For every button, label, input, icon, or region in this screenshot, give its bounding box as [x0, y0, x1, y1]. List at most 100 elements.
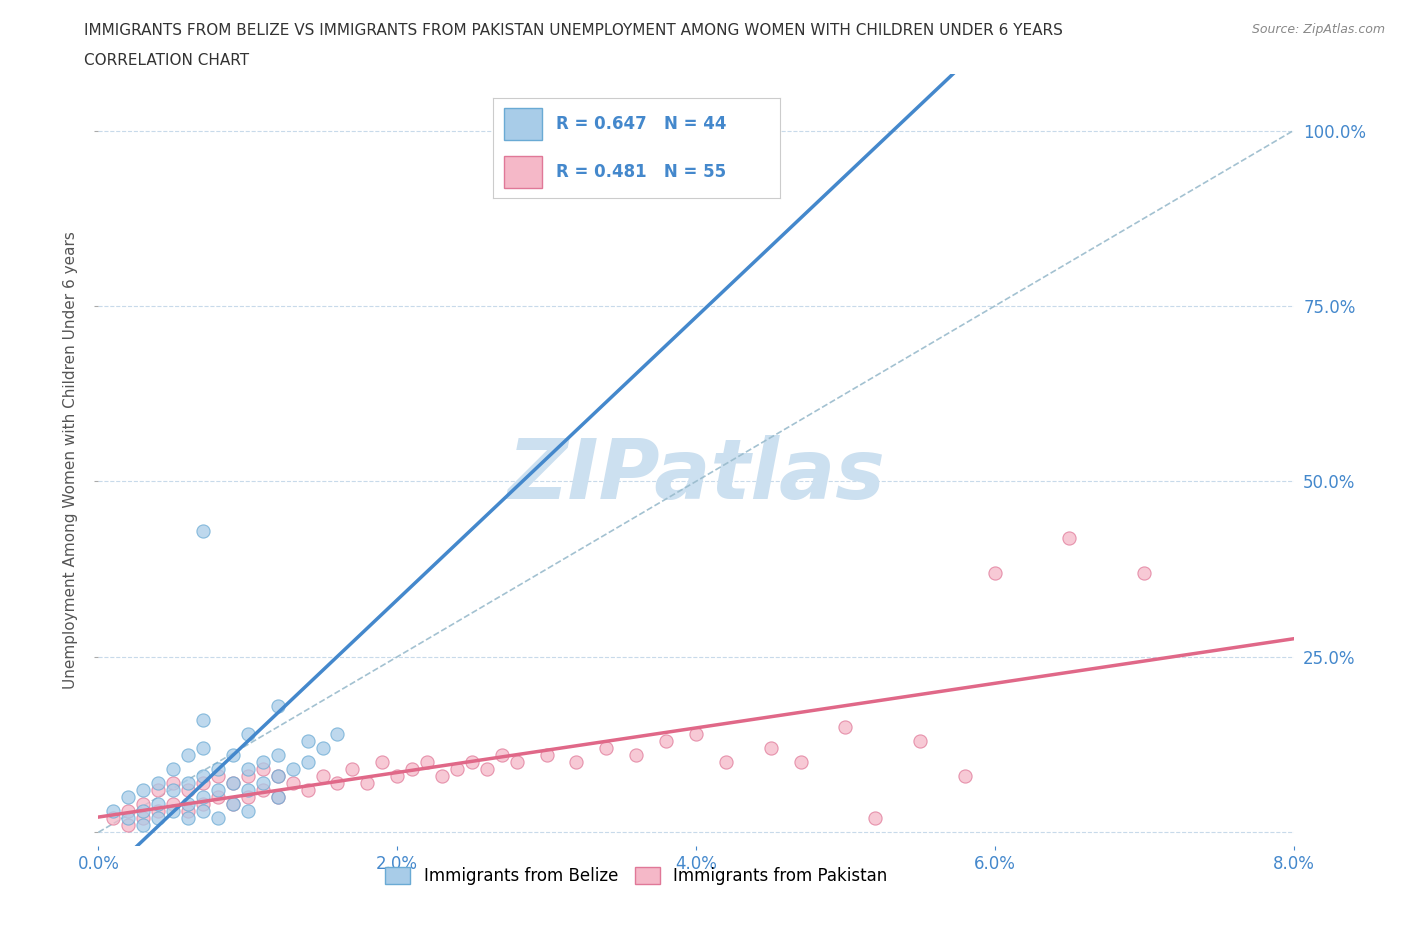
- Point: [491, 748, 513, 763]
- Text: CORRELATION CHART: CORRELATION CHART: [84, 53, 249, 68]
- Point: [177, 748, 200, 763]
- Point: [117, 804, 139, 818]
- Point: [222, 776, 245, 790]
- Point: [191, 523, 214, 538]
- Point: [191, 712, 214, 727]
- Point: [401, 762, 423, 777]
- Point: [908, 734, 931, 749]
- Point: [148, 776, 170, 790]
- Point: [222, 748, 245, 763]
- Point: [162, 797, 184, 812]
- Point: [267, 698, 290, 713]
- Point: [236, 726, 259, 741]
- Point: [191, 776, 214, 790]
- Point: [162, 804, 184, 818]
- Text: Source: ZipAtlas.com: Source: ZipAtlas.com: [1251, 23, 1385, 36]
- Point: [103, 804, 125, 818]
- Point: [148, 797, 170, 812]
- Point: [252, 776, 274, 790]
- Point: [177, 804, 200, 818]
- Point: [267, 790, 290, 804]
- Point: [297, 783, 319, 798]
- Point: [207, 811, 229, 826]
- Point: [595, 740, 617, 755]
- Point: [132, 797, 155, 812]
- Point: [207, 769, 229, 784]
- Point: [267, 769, 290, 784]
- Point: [297, 734, 319, 749]
- Point: [565, 754, 588, 769]
- Point: [1059, 530, 1081, 545]
- Point: [191, 740, 214, 755]
- Point: [1133, 565, 1156, 580]
- Point: [252, 783, 274, 798]
- Point: [789, 754, 811, 769]
- Point: [252, 754, 274, 769]
- Point: [342, 762, 364, 777]
- Point: [326, 726, 349, 741]
- Point: [117, 817, 139, 832]
- Point: [461, 754, 484, 769]
- Point: [281, 776, 304, 790]
- Point: [162, 783, 184, 798]
- Point: [953, 769, 976, 784]
- Point: [222, 797, 245, 812]
- Point: [446, 762, 468, 777]
- Point: [297, 754, 319, 769]
- Point: [207, 762, 229, 777]
- Point: [191, 790, 214, 804]
- Point: [191, 804, 214, 818]
- Point: [267, 748, 290, 763]
- Point: [148, 811, 170, 826]
- Point: [162, 762, 184, 777]
- Legend: Immigrants from Belize, Immigrants from Pakistan: Immigrants from Belize, Immigrants from …: [378, 860, 894, 892]
- Text: ZIPatlas: ZIPatlas: [508, 435, 884, 516]
- Point: [984, 565, 1007, 580]
- Point: [132, 817, 155, 832]
- Point: [475, 762, 498, 777]
- Point: [834, 720, 856, 735]
- Point: [865, 811, 887, 826]
- Point: [117, 790, 139, 804]
- Point: [655, 734, 678, 749]
- Point: [626, 748, 648, 763]
- Point: [191, 797, 214, 812]
- Point: [311, 740, 333, 755]
- Point: [356, 776, 378, 790]
- Point: [236, 762, 259, 777]
- Point: [326, 776, 349, 790]
- Point: [207, 783, 229, 798]
- Point: [222, 776, 245, 790]
- Point: [236, 804, 259, 818]
- Point: [281, 762, 304, 777]
- Point: [103, 811, 125, 826]
- Point: [162, 776, 184, 790]
- Point: [506, 754, 529, 769]
- Text: IMMIGRANTS FROM BELIZE VS IMMIGRANTS FROM PAKISTAN UNEMPLOYMENT AMONG WOMEN WITH: IMMIGRANTS FROM BELIZE VS IMMIGRANTS FRO…: [84, 23, 1063, 38]
- Point: [252, 762, 274, 777]
- Point: [132, 811, 155, 826]
- Point: [714, 754, 737, 769]
- Point: [311, 769, 333, 784]
- Point: [759, 740, 782, 755]
- Point: [371, 754, 394, 769]
- Point: [416, 754, 439, 769]
- Point: [222, 797, 245, 812]
- Point: [236, 769, 259, 784]
- Point: [207, 790, 229, 804]
- Point: [148, 783, 170, 798]
- Point: [177, 776, 200, 790]
- Point: [117, 811, 139, 826]
- Point: [177, 783, 200, 798]
- Point: [385, 769, 409, 784]
- Point: [191, 769, 214, 784]
- Point: [267, 790, 290, 804]
- Point: [236, 783, 259, 798]
- Y-axis label: Unemployment Among Women with Children Under 6 years: Unemployment Among Women with Children U…: [63, 232, 79, 689]
- Point: [177, 811, 200, 826]
- Point: [536, 748, 558, 763]
- Point: [132, 783, 155, 798]
- Point: [132, 804, 155, 818]
- Point: [685, 726, 707, 741]
- Point: [430, 769, 453, 784]
